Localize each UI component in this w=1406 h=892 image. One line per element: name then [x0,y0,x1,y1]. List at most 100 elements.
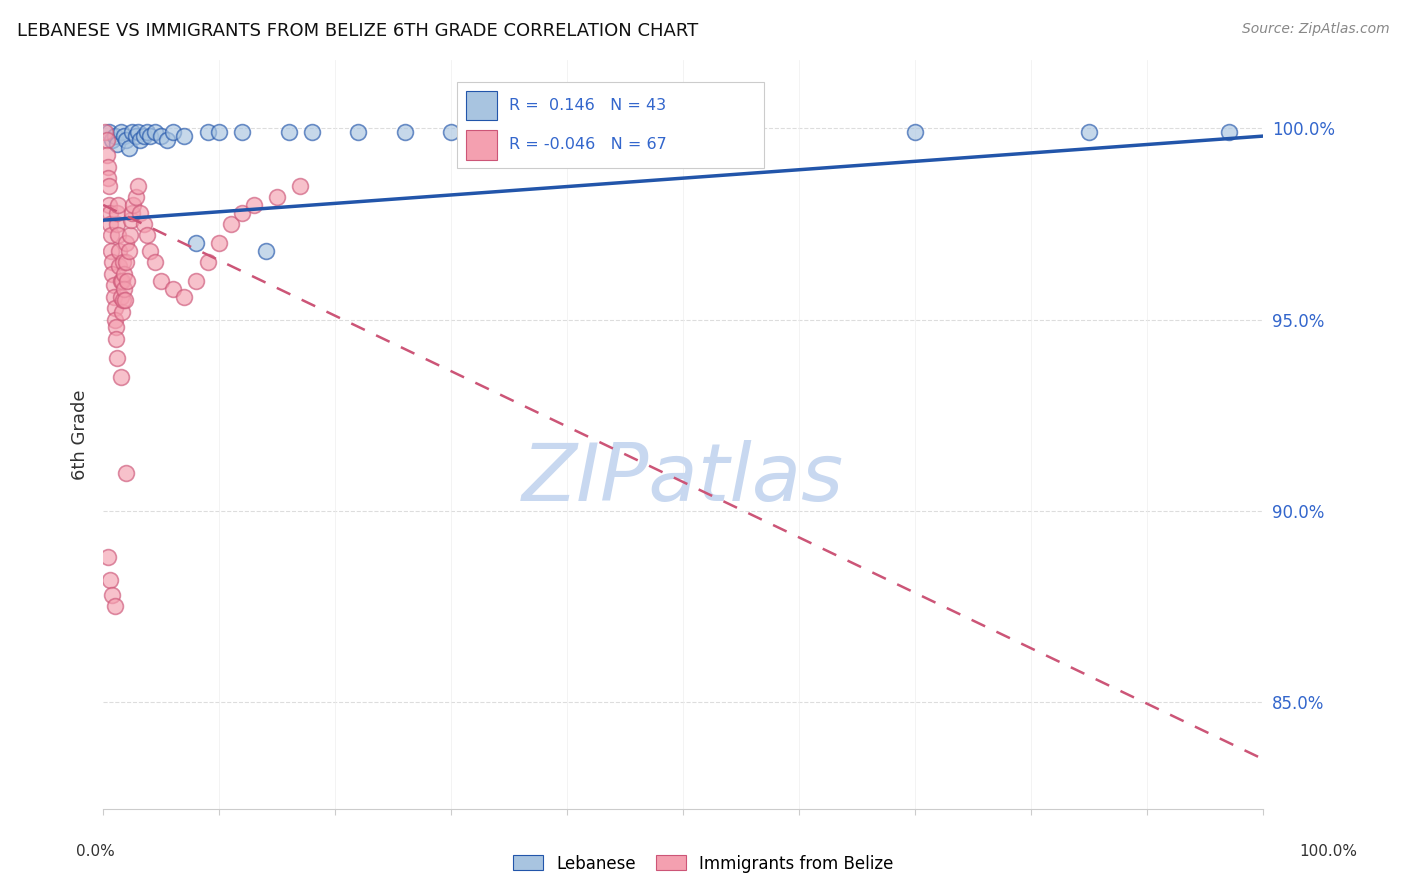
Point [136,125,159,139]
Point [184,274,207,288]
Point [98,217,121,231]
Point [132,217,155,231]
Point [718,125,741,139]
Point [101,588,124,602]
Point [110,370,132,384]
Y-axis label: 6th Grade: 6th Grade [72,389,89,480]
Point [243,198,266,212]
Legend: Lebanese, Immigrants from Belize: Lebanese, Immigrants from Belize [506,848,900,880]
Point [1218,125,1240,139]
Point [110,274,132,288]
Point [138,244,160,258]
Point [173,129,195,144]
Point [672,125,695,139]
Point [105,217,128,231]
Point [118,140,141,154]
Point [97,198,120,212]
Point [115,466,138,480]
Point [277,125,299,139]
Point [96,133,118,147]
Point [97,549,120,564]
Point [107,228,129,243]
Point [150,274,173,288]
Point [107,198,129,212]
Point [104,312,127,326]
Point [231,205,253,219]
Point [254,244,277,258]
Point [97,125,120,139]
Point [105,351,128,365]
Point [103,278,125,293]
Point [105,205,128,219]
Point [120,213,142,227]
Point [124,129,146,144]
Point [136,228,159,243]
Point [101,255,124,269]
Point [143,255,166,269]
Point [695,125,717,139]
Point [208,236,231,251]
Point [111,274,134,288]
Point [118,244,141,258]
Point [115,236,138,251]
Point [110,290,132,304]
Point [579,125,602,139]
Point [301,125,323,139]
Point [100,244,122,258]
Point [231,125,253,139]
Point [108,259,131,273]
Point [98,573,121,587]
Text: LEBANESE VS IMMIGRANTS FROM BELIZE 6TH GRADE CORRELATION CHART: LEBANESE VS IMMIGRANTS FROM BELIZE 6TH G… [17,22,699,40]
Point [115,133,138,147]
Point [104,599,127,614]
Point [112,282,135,296]
Point [156,133,179,147]
Point [118,228,141,243]
Text: 100.0%: 100.0% [1299,845,1358,859]
Point [121,125,143,139]
Point [97,171,120,186]
Point [111,255,134,269]
Text: 0.0%: 0.0% [76,845,115,859]
Point [219,217,242,231]
Point [124,190,146,204]
Point [100,228,122,243]
Point [208,125,231,139]
Point [101,267,124,281]
Point [440,125,463,139]
Point [104,332,127,346]
Point [117,274,139,288]
Point [266,190,288,204]
Point [121,205,143,219]
Point [111,305,134,319]
Point [97,178,120,193]
Point [162,282,184,296]
Point [648,125,671,139]
Point [555,125,578,139]
Point [626,125,648,139]
Point [127,178,149,193]
Point [96,148,118,162]
Text: ZIPatlas: ZIPatlas [522,441,845,518]
Point [115,255,138,269]
Point [498,125,520,139]
Point [98,205,121,219]
Point [197,255,219,269]
Point [394,125,416,139]
Point [129,133,152,147]
Point [602,125,624,139]
Text: Source: ZipAtlas.com: Source: ZipAtlas.com [1241,22,1389,37]
Point [173,290,195,304]
Point [104,301,127,315]
Point [184,236,207,251]
Point [132,129,155,144]
Point [112,267,135,281]
Point [114,293,136,308]
Point [127,125,149,139]
Point [533,125,555,139]
Point [104,129,127,144]
Point [138,129,160,144]
Point [103,290,125,304]
Point [104,320,127,334]
Point [101,133,124,147]
